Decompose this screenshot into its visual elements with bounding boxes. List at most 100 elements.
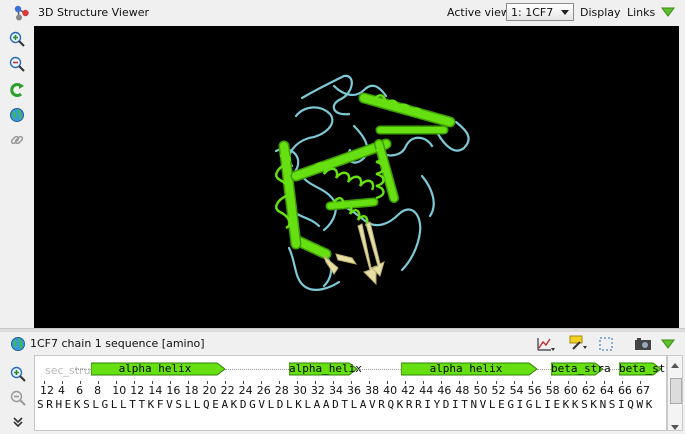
ruler-tick	[387, 381, 389, 384]
ruler-tick	[531, 381, 533, 384]
ruler-number: 10	[112, 384, 127, 397]
active-view-label: Active view:	[447, 6, 513, 19]
ruler-tick	[621, 381, 623, 384]
select-region-icon[interactable]	[599, 337, 615, 353]
feature-arrow[interactable]: beta_stra	[551, 362, 611, 376]
ruler-number: 16	[166, 384, 181, 397]
ruler-number: 67	[636, 384, 650, 397]
scrollbar-thumb[interactable]	[670, 378, 682, 404]
ruler-tick	[585, 381, 587, 384]
ruler-tick	[405, 381, 407, 384]
molecule-icon	[13, 4, 29, 21]
ruler-number: 14	[148, 384, 163, 397]
zoom-in-icon[interactable]	[9, 31, 25, 47]
sequence-scrollbar[interactable]	[667, 355, 683, 431]
ruler-tick	[278, 381, 280, 384]
chevron-down-icon	[561, 10, 569, 15]
feature-label: alpha helix	[429, 362, 503, 375]
feature-gap	[357, 369, 401, 370]
feature-gap	[603, 369, 619, 370]
app-title: 3D Structure Viewer	[38, 6, 150, 19]
globe-icon	[10, 336, 26, 352]
ruler-number: 38	[365, 384, 380, 397]
feature-arrow[interactable]: beta_st	[619, 362, 666, 376]
chart-options-icon[interactable]	[537, 336, 555, 352]
viewer-toolbar	[0, 26, 34, 328]
ruler-number: 20	[202, 384, 217, 397]
annotation-icon[interactable]	[568, 334, 587, 350]
ruler-tick	[224, 381, 226, 384]
ruler-number: 24	[238, 384, 253, 397]
globe-icon[interactable]	[9, 107, 25, 123]
feature-gap	[225, 369, 289, 370]
zoom-in-icon[interactable]	[10, 366, 26, 382]
ruler-tick	[314, 381, 316, 384]
ruler-tick	[549, 381, 551, 384]
ruler-number: 64	[599, 384, 614, 397]
structure-viewport[interactable]	[34, 26, 679, 328]
ruler-tick	[332, 381, 334, 384]
links-menu[interactable]: Links	[627, 6, 656, 19]
ruler-tick	[260, 381, 262, 384]
ruler-tick	[98, 381, 100, 384]
ruler-tick	[567, 381, 569, 384]
feature-label: beta_stra	[551, 362, 611, 375]
feature-label: alpha helix	[118, 362, 192, 375]
feature-arrow[interactable]: alpha helix	[91, 362, 225, 376]
ruler-tick	[477, 381, 479, 384]
display-menu[interactable]: Display	[580, 6, 621, 19]
ruler-number: 4	[58, 384, 66, 397]
ruler-number: 66	[617, 384, 632, 397]
viewer-header: 3D Structure Viewer Active view: 1: 1CF7…	[0, 0, 685, 26]
ruler-number: 12	[130, 384, 145, 397]
ruler-number: 56	[527, 384, 542, 397]
ruler-tick	[459, 381, 461, 384]
sequence-header: 1CF7 chain 1 sequence [amino]	[0, 332, 685, 354]
ruler-number: 54	[509, 384, 524, 397]
panel-splitter[interactable]	[0, 328, 685, 332]
ruler-number: 60	[563, 384, 578, 397]
ruler-number: 8	[94, 384, 102, 397]
ruler-tick	[441, 381, 443, 384]
camera-icon[interactable]	[634, 337, 651, 353]
ruler-tick	[369, 381, 371, 384]
expand-down-icon[interactable]	[12, 416, 28, 432]
ruler-number: 48	[455, 384, 470, 397]
ruler-number: 46	[437, 384, 452, 397]
ruler-number: 40	[383, 384, 398, 397]
ruler-number: 50	[473, 384, 488, 397]
ruler-number: 62	[581, 384, 596, 397]
rotate-reset-icon[interactable]	[9, 82, 25, 98]
ruler-tick	[188, 381, 190, 384]
feature-label: beta_st	[619, 362, 666, 375]
ruler-number: 6	[76, 384, 84, 397]
ruler-tick	[423, 381, 425, 384]
feature-gap	[75, 369, 91, 370]
active-view-select[interactable]: 1: 1CF7	[506, 3, 574, 21]
zoom-out-icon[interactable]	[10, 390, 26, 406]
sequence-panel[interactable]: sec_stru alpha helix alpha_helix alpha hel…	[34, 355, 667, 431]
scroll-up-icon[interactable]	[671, 358, 679, 371]
link-icon[interactable]	[9, 132, 25, 148]
ruler-number: 22	[220, 384, 235, 397]
sequence-residues: SRHEKSLGLLTTKFVSLLQEAKDGVLDLKLAADTLAVRQK…	[37, 398, 655, 411]
scroll-down-icon[interactable]	[671, 421, 679, 434]
ruler-tick	[495, 381, 497, 384]
feature-arrow[interactable]: alpha helix	[401, 362, 537, 376]
ruler-tick	[640, 381, 641, 384]
ruler-tick	[242, 381, 244, 384]
ruler-number: 42	[401, 384, 416, 397]
feature-arrow[interactable]: alpha_helix	[289, 362, 362, 376]
sequence-title: 1CF7 chain 1 sequence [amino]	[30, 337, 205, 350]
panel-menu-triangle-icon[interactable]	[661, 7, 677, 23]
track-label: sec_stru	[45, 364, 91, 377]
ruler-number: 44	[419, 384, 434, 397]
ruler-number: 58	[545, 384, 560, 397]
ruler-tick	[170, 381, 172, 384]
ruler-tick	[513, 381, 515, 384]
ruler-tick	[62, 381, 64, 384]
zoom-out-icon[interactable]	[9, 56, 25, 72]
ruler-tick	[116, 381, 118, 384]
feature-gap	[537, 369, 551, 370]
panel-menu-triangle-icon[interactable]	[661, 339, 677, 355]
